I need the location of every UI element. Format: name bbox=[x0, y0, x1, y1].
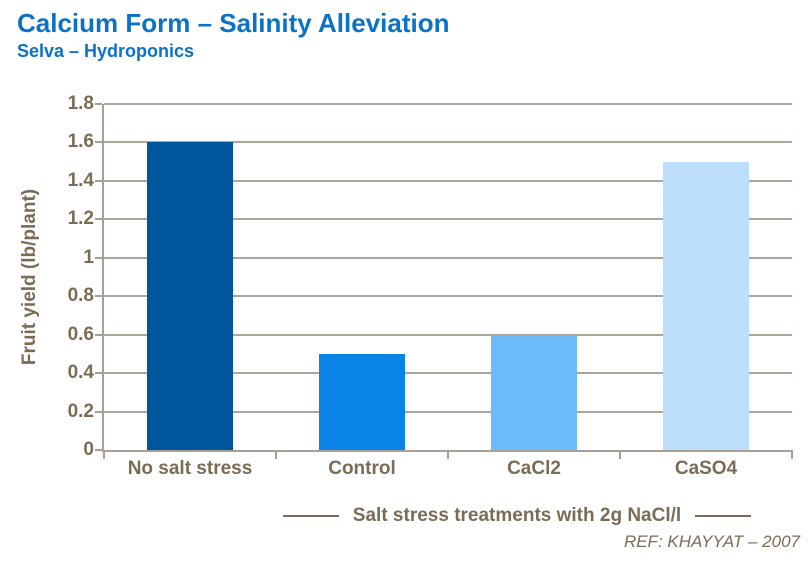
x-tick-mark bbox=[275, 450, 277, 459]
y-tick-mark bbox=[95, 333, 102, 336]
x-tick-mark bbox=[619, 450, 621, 459]
y-tick-label-0.4: 0.4 bbox=[67, 362, 94, 384]
x-axis-title-group: Salt stress treatments with 2g NaCl/l bbox=[252, 504, 782, 528]
right-rule bbox=[695, 515, 752, 517]
x-tick-mark bbox=[447, 450, 449, 459]
bar-no-salt-stress bbox=[147, 142, 233, 450]
y-tick-label-1.4: 1.4 bbox=[67, 169, 94, 191]
left-rule bbox=[282, 515, 339, 517]
y-tick-mark bbox=[95, 141, 102, 144]
bar-caso4 bbox=[663, 161, 749, 450]
gridline-y-0.2 bbox=[104, 410, 792, 413]
y-tick-label-0.2: 0.2 bbox=[67, 400, 94, 422]
gridline-y-0.6 bbox=[104, 333, 792, 336]
y-tick-mark bbox=[95, 295, 102, 298]
y-axis-line bbox=[102, 104, 104, 452]
y-tick-mark bbox=[95, 218, 102, 221]
gridline-y-1.6 bbox=[104, 141, 792, 144]
gridline-y-0.4 bbox=[104, 372, 792, 375]
category-label-caso4: CaSO4 bbox=[674, 458, 738, 479]
y-tick-label-0: 0 bbox=[83, 439, 94, 460]
y-tick-mark bbox=[95, 179, 102, 182]
category-label-no-salt-stress: No salt stress bbox=[127, 458, 253, 479]
y-tick-mark bbox=[95, 449, 102, 451]
category-label-cacl2: CaCl2 bbox=[507, 458, 561, 479]
chart-subtitle: Selva – Hydroponics bbox=[17, 41, 195, 61]
x-axis-category-labels: No salt stress Control CaCl2 CaSO4 bbox=[104, 458, 792, 482]
x-tick-mark bbox=[791, 450, 793, 459]
bar-control bbox=[319, 353, 405, 450]
chart-title: Calcium Form – Salinity Alleviation bbox=[17, 8, 450, 38]
gridline-y-1.8 bbox=[104, 103, 792, 105]
x-tick-mark bbox=[103, 450, 105, 459]
plot-area bbox=[95, 103, 793, 459]
y-tick-mark bbox=[95, 256, 102, 259]
x-axis-title: Salt stress treatments with 2g NaCl/l bbox=[352, 505, 682, 526]
y-tick-label-0.8: 0.8 bbox=[67, 285, 94, 307]
bar-cacl2 bbox=[491, 334, 577, 450]
reference-text: REF: KHAYYAT – 2007 bbox=[623, 532, 800, 551]
gridline-y-1 bbox=[104, 256, 792, 259]
y-tick-label-1.2: 1.2 bbox=[67, 208, 94, 230]
gridline-y-1.2 bbox=[104, 218, 792, 221]
gridline-y-0.8 bbox=[104, 295, 792, 298]
y-tick-mark bbox=[95, 410, 102, 413]
y-tick-label-0.6: 0.6 bbox=[67, 323, 94, 345]
category-label-control: Control bbox=[328, 458, 396, 479]
y-tick-label-1.8: 1.8 bbox=[67, 93, 94, 114]
y-tick-label-1: 1 bbox=[83, 246, 94, 268]
y-tick-mark bbox=[95, 372, 102, 375]
gridline-y-1.4 bbox=[104, 179, 792, 182]
y-tick-label-1.6: 1.6 bbox=[67, 131, 94, 153]
y-tick-mark bbox=[95, 103, 102, 105]
y-axis-title-box: Fruit yield (lb/plant) bbox=[16, 104, 44, 450]
